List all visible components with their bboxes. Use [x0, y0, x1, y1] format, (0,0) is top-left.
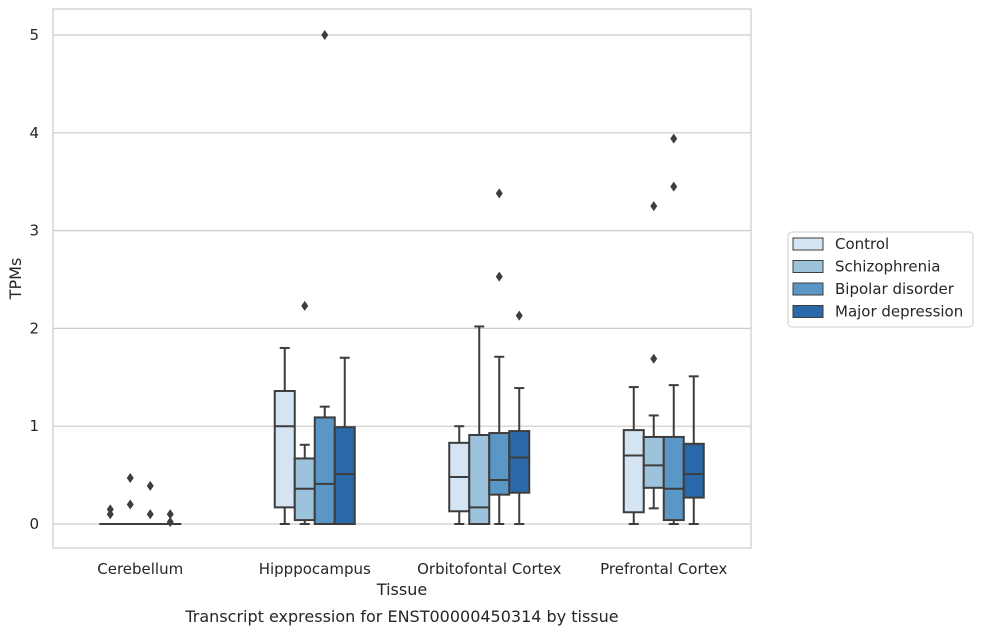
outlier-point — [146, 509, 154, 520]
legend-swatch — [792, 282, 824, 296]
box — [333, 356, 356, 526]
box — [488, 188, 511, 525]
box — [448, 425, 471, 525]
outlier-point — [106, 504, 114, 515]
box-body — [488, 432, 511, 496]
box-body — [682, 442, 705, 499]
legend-label: Bipolar disorder — [835, 280, 955, 298]
series-control — [99, 346, 645, 526]
y-tick-label: 3 — [29, 222, 39, 240]
outlier-point — [495, 271, 503, 282]
x-tick-label: Prefrontal Cortex — [600, 560, 727, 578]
box — [99, 504, 122, 526]
box — [139, 480, 162, 526]
x-tick-label: Hipppocampus — [259, 560, 371, 578]
legend-item: Major depression — [792, 303, 963, 321]
box — [682, 375, 705, 525]
chart-caption: Transcript expression for ENST0000045031… — [184, 607, 618, 626]
box — [508, 310, 531, 525]
x-axis-ticks: Cerebellum Hipppocampus Orbitofontal Corte… — [97, 560, 727, 578]
y-tick-label: 5 — [29, 26, 39, 44]
outlier-point — [126, 473, 134, 484]
y-axis-ticks: 0 1 2 3 4 5 — [29, 26, 39, 533]
box — [642, 201, 665, 510]
legend-label: Control — [835, 235, 889, 253]
box — [119, 473, 142, 526]
box-body — [508, 430, 531, 494]
outlier-point — [126, 499, 134, 510]
legend-item: Bipolar disorder — [792, 280, 955, 298]
series-bipolar-disorder — [139, 30, 685, 526]
box — [468, 325, 491, 526]
legend-frame — [787, 231, 974, 328]
outlier-point — [166, 509, 174, 520]
outlier-point — [515, 310, 523, 321]
plot-frame — [52, 8, 752, 549]
box — [622, 386, 645, 525]
y-tick-label: 1 — [29, 417, 39, 435]
y-tick-label: 0 — [29, 515, 39, 533]
box — [273, 346, 296, 525]
box-body — [468, 434, 491, 526]
series-major-depression — [159, 310, 705, 528]
outlier-point — [495, 188, 503, 199]
legend-item: Control — [792, 235, 889, 253]
outlier-point — [650, 353, 658, 364]
legend-swatch — [792, 260, 824, 273]
box — [293, 300, 316, 525]
legend-swatch — [792, 237, 824, 251]
outlier-point — [321, 30, 329, 40]
outlier-point — [166, 517, 174, 528]
y-tick-label: 4 — [29, 124, 39, 142]
legend-label: Major depression — [835, 303, 963, 321]
box-plot-series — [99, 30, 705, 528]
y-tick-label: 2 — [29, 319, 39, 337]
x-axis-label: Tissue — [376, 580, 427, 599]
box-body — [622, 429, 645, 514]
x-tick-label: Cerebellum — [97, 560, 183, 578]
box-body — [642, 435, 665, 489]
box-body — [662, 435, 685, 522]
legend-label: Schizophrenia — [835, 258, 940, 276]
legend-swatch — [792, 305, 824, 318]
box-body — [273, 389, 296, 509]
box — [159, 509, 182, 528]
outlier-point — [650, 201, 658, 212]
outlier-point — [146, 480, 154, 491]
box-body — [333, 426, 356, 526]
box — [313, 30, 336, 526]
x-tick-label: Orbitofontal Cortex — [417, 560, 561, 578]
outlier-point — [670, 133, 678, 144]
series-schizophrenia — [119, 201, 665, 526]
legend-item: Schizophrenia — [792, 258, 940, 276]
y-axis-label: TPMs — [6, 258, 25, 301]
box-body — [313, 416, 336, 526]
outlier-point — [670, 181, 678, 192]
outlier-point — [301, 300, 309, 311]
legend: Control Schizophrenia Bipolar disorder Majo… — [787, 231, 974, 328]
